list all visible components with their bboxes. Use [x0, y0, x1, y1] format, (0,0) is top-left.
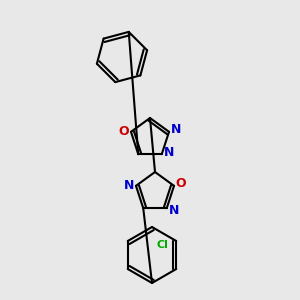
- Text: N: N: [124, 179, 134, 192]
- Text: O: O: [176, 177, 186, 190]
- Text: N: N: [169, 204, 179, 217]
- Text: O: O: [119, 125, 129, 138]
- Text: Cl: Cl: [156, 240, 168, 250]
- Text: N: N: [164, 146, 174, 159]
- Text: N: N: [171, 123, 181, 136]
